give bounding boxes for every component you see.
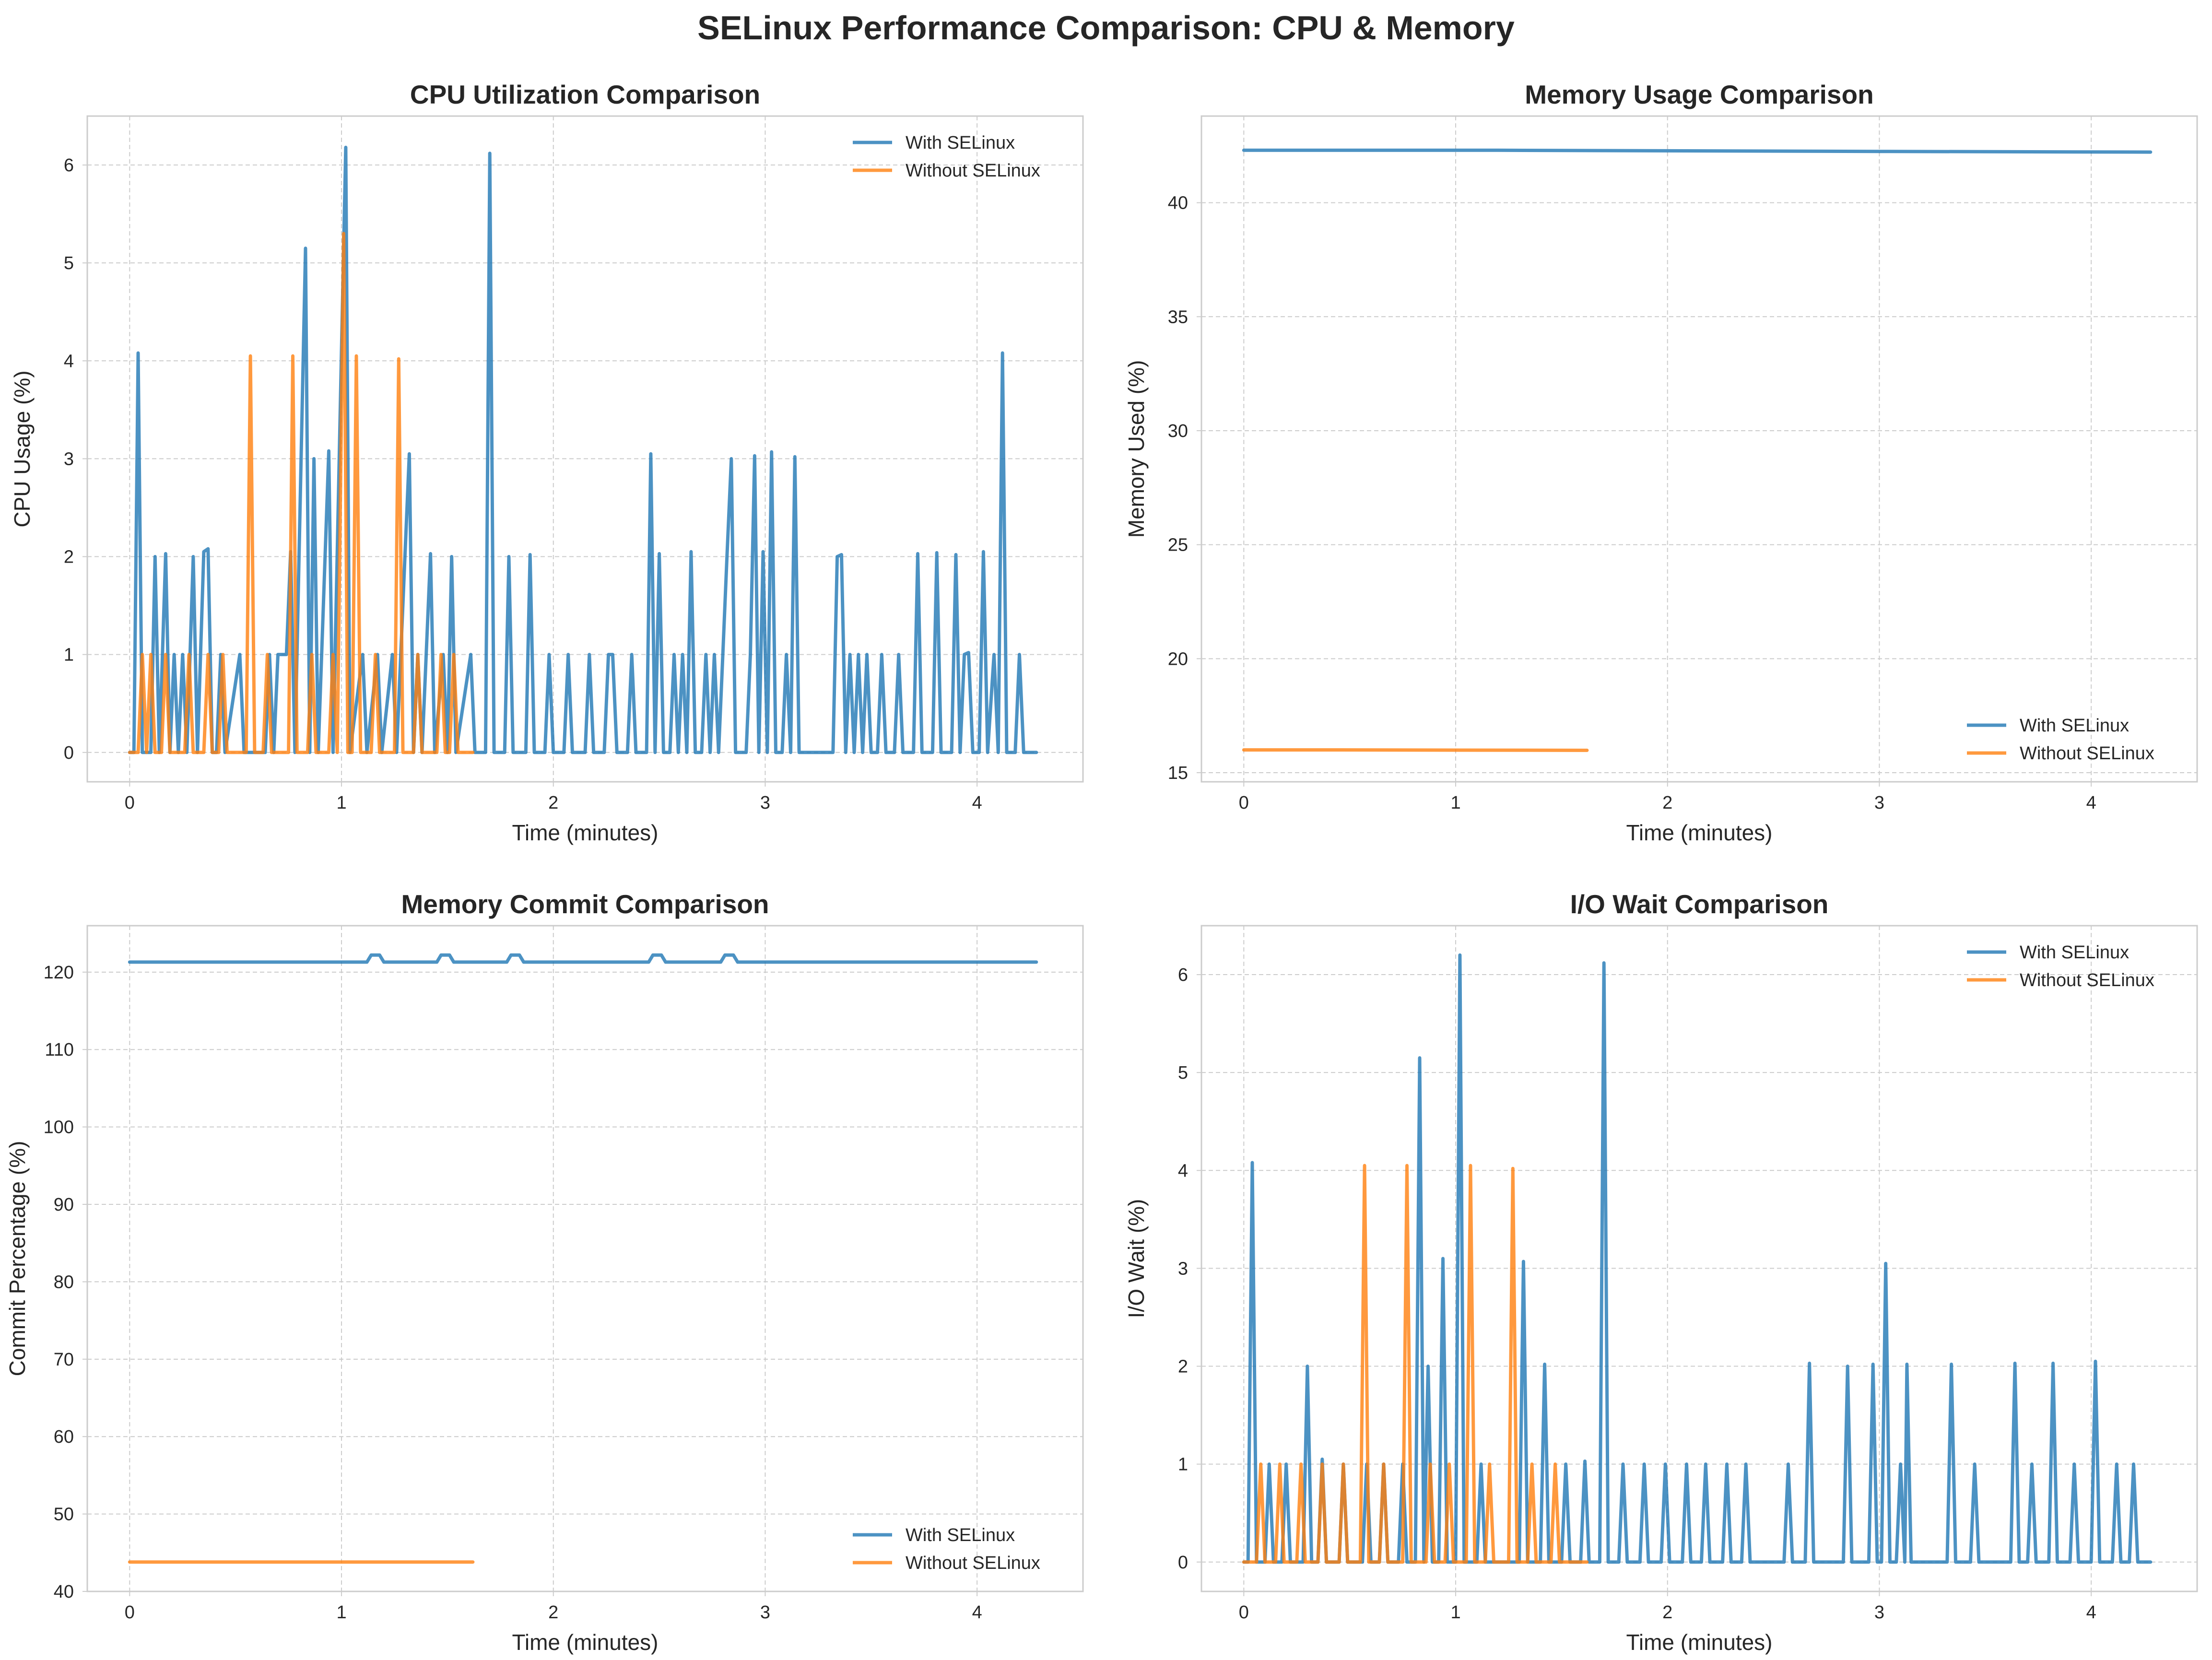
x-tick-label: 2 bbox=[1662, 793, 1672, 813]
chart-title: CPU Utilization Comparison bbox=[410, 80, 760, 109]
x-tick-label: 3 bbox=[1874, 1602, 1884, 1623]
legend: With SELinux Without SELinux bbox=[1967, 716, 2154, 764]
x-tick-label: 3 bbox=[1874, 793, 1884, 813]
x-tick-label: 0 bbox=[1239, 1602, 1249, 1623]
chart-title: Memory Usage Comparison bbox=[1525, 80, 1873, 109]
x-tick-label: 1 bbox=[1450, 793, 1460, 813]
x-tick-label: 4 bbox=[2086, 1602, 2096, 1623]
x-tick-label: 4 bbox=[972, 793, 982, 813]
y-tick-label: 4 bbox=[1178, 1161, 1188, 1181]
y-tick-label: 0 bbox=[1178, 1553, 1188, 1573]
y-axis-label: Commit Percentage (%) bbox=[5, 1141, 30, 1377]
y-tick-label: 6 bbox=[64, 155, 74, 176]
y-tick-label: 1 bbox=[1178, 1455, 1188, 1475]
y-tick-label: 4 bbox=[64, 351, 74, 371]
chart-panel-4: 0 1 2 3 4 0 1 2 3 4 5 6 I/O Wait Comparison Time (min… bbox=[1124, 889, 2198, 1655]
series-group bbox=[1242, 148, 2153, 752]
y-tick-label: 2 bbox=[64, 547, 74, 567]
legend-label-with-selinux: With SELinux bbox=[2020, 716, 2129, 736]
legend-label-without-selinux: Without SELinux bbox=[906, 161, 1040, 181]
y-tick-label: 6 bbox=[1178, 965, 1188, 985]
x-axis-label: Time (minutes) bbox=[1626, 1630, 1773, 1655]
y-tick-label: 0 bbox=[64, 743, 74, 763]
legend-label-without-selinux: Without SELinux bbox=[2020, 743, 2154, 764]
x-tick-label: 1 bbox=[1450, 1602, 1460, 1623]
series-line-with-selinux bbox=[128, 953, 1038, 964]
y-tick-label: 60 bbox=[54, 1427, 74, 1447]
legend: With SELinux Without SELinux bbox=[1967, 942, 2154, 990]
series-group bbox=[128, 953, 1038, 1564]
legend: With SELinux Without SELinux bbox=[853, 1525, 1040, 1573]
series-line-with-selinux bbox=[1242, 148, 2153, 154]
x-tick-label: 4 bbox=[972, 1602, 982, 1623]
legend-label-without-selinux: Without SELinux bbox=[906, 1553, 1040, 1573]
y-tick-label: 2 bbox=[1178, 1357, 1188, 1377]
legend-label-with-selinux: With SELinux bbox=[906, 133, 1015, 153]
chart-panel-1: 0 1 2 3 4 0 1 2 3 4 5 6 CPU Utilization Comparison Ti… bbox=[10, 80, 1084, 845]
y-tick-label: 3 bbox=[64, 449, 74, 469]
y-tick-label: 70 bbox=[54, 1350, 74, 1370]
x-tick-label: 0 bbox=[125, 793, 135, 813]
y-tick-label: 15 bbox=[1168, 763, 1188, 783]
x-tick-label: 1 bbox=[336, 793, 346, 813]
legend-label-with-selinux: With SELinux bbox=[2020, 942, 2129, 963]
plot-frame bbox=[1200, 925, 2198, 1592]
legend: With SELinux Without SELinux bbox=[853, 133, 1040, 181]
y-tick-label: 35 bbox=[1168, 307, 1188, 327]
legend-label-with-selinux: With SELinux bbox=[906, 1525, 1015, 1545]
y-tick-label: 90 bbox=[54, 1195, 74, 1215]
y-tick-label: 25 bbox=[1168, 535, 1188, 555]
chart-panel-2: 0 1 2 3 4 15 20 25 30 35 40 Memory Usage Comparison… bbox=[1124, 80, 2198, 845]
plot-frame bbox=[1200, 115, 2198, 783]
series-group bbox=[1242, 953, 2153, 1564]
y-axis-label: CPU Usage (%) bbox=[10, 370, 35, 527]
y-tick-label: 40 bbox=[1168, 193, 1188, 213]
y-axis-label: I/O Wait (%) bbox=[1124, 1199, 1149, 1319]
x-tick-label: 0 bbox=[1239, 793, 1249, 813]
chart-panel-3: 0 1 2 3 4 40 50 60 70 80 90 100 110 120 Memory Commit … bbox=[5, 889, 1084, 1655]
x-axis-label: Time (minutes) bbox=[1626, 820, 1773, 845]
x-tick-label: 0 bbox=[125, 1602, 135, 1623]
y-tick-label: 20 bbox=[1168, 649, 1188, 669]
x-tick-label: 3 bbox=[760, 793, 770, 813]
chart-title: I/O Wait Comparison bbox=[1570, 889, 1829, 919]
series-line-without-selinux bbox=[1242, 1164, 1589, 1564]
y-tick-label: 120 bbox=[44, 963, 74, 983]
x-axis-label: Time (minutes) bbox=[512, 1630, 659, 1655]
y-tick-label: 1 bbox=[64, 645, 74, 665]
x-tick-label: 2 bbox=[548, 793, 558, 813]
y-tick-label: 100 bbox=[44, 1118, 74, 1138]
series-group bbox=[128, 145, 1038, 754]
figure-title: SELinux Performance Comparison: CPU & Me… bbox=[697, 9, 1515, 47]
series-line-without-selinux bbox=[1242, 748, 1589, 752]
y-tick-label: 3 bbox=[1178, 1259, 1188, 1279]
x-tick-label: 3 bbox=[760, 1602, 770, 1623]
plot-frame bbox=[86, 925, 1084, 1592]
legend-label-without-selinux: Without SELinux bbox=[2020, 970, 2154, 990]
plot-frame bbox=[86, 115, 1084, 783]
y-tick-label: 40 bbox=[54, 1582, 74, 1602]
chart-title: Memory Commit Comparison bbox=[401, 889, 769, 919]
y-tick-label: 80 bbox=[54, 1272, 74, 1292]
x-tick-label: 2 bbox=[1662, 1602, 1672, 1623]
x-axis-label: Time (minutes) bbox=[512, 820, 659, 845]
y-tick-label: 30 bbox=[1168, 421, 1188, 441]
x-tick-label: 1 bbox=[336, 1602, 346, 1623]
x-tick-label: 2 bbox=[548, 1602, 558, 1623]
series-line-without-selinux bbox=[128, 232, 475, 754]
y-tick-label: 5 bbox=[64, 253, 74, 273]
y-tick-label: 50 bbox=[54, 1505, 74, 1525]
y-tick-label: 5 bbox=[1178, 1063, 1188, 1083]
series-line-with-selinux bbox=[128, 145, 1038, 754]
y-axis-label: Memory Used (%) bbox=[1124, 360, 1149, 538]
x-tick-label: 4 bbox=[2086, 793, 2096, 813]
y-tick-label: 110 bbox=[45, 1040, 74, 1060]
